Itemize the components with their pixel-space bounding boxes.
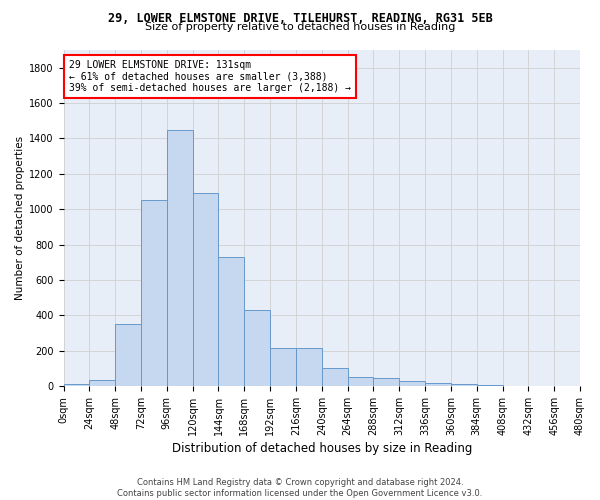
Bar [373,378,399,386]
Y-axis label: Number of detached properties: Number of detached properties [15,136,25,300]
Bar [451,384,477,386]
Text: Contains HM Land Registry data © Crown copyright and database right 2024.
Contai: Contains HM Land Registry data © Crown c… [118,478,482,498]
Bar [399,381,425,386]
Text: Size of property relative to detached houses in Reading: Size of property relative to detached ho… [145,22,455,32]
Text: 29, LOWER ELMSTONE DRIVE, TILEHURST, READING, RG31 5EB: 29, LOWER ELMSTONE DRIVE, TILEHURST, REA… [107,12,493,26]
Bar [141,200,167,386]
Bar [425,382,451,386]
Bar [115,324,141,386]
Bar [477,385,503,386]
Text: 29 LOWER ELMSTONE DRIVE: 131sqm
← 61% of detached houses are smaller (3,388)
39%: 29 LOWER ELMSTONE DRIVE: 131sqm ← 61% of… [68,60,350,94]
Bar [347,377,373,386]
Bar [322,368,347,386]
Bar [270,348,296,386]
Bar [244,310,270,386]
Bar [167,130,193,386]
Bar [64,384,89,386]
X-axis label: Distribution of detached houses by size in Reading: Distribution of detached houses by size … [172,442,472,455]
Bar [218,257,244,386]
Bar [193,194,218,386]
Bar [296,348,322,386]
Bar [89,380,115,386]
